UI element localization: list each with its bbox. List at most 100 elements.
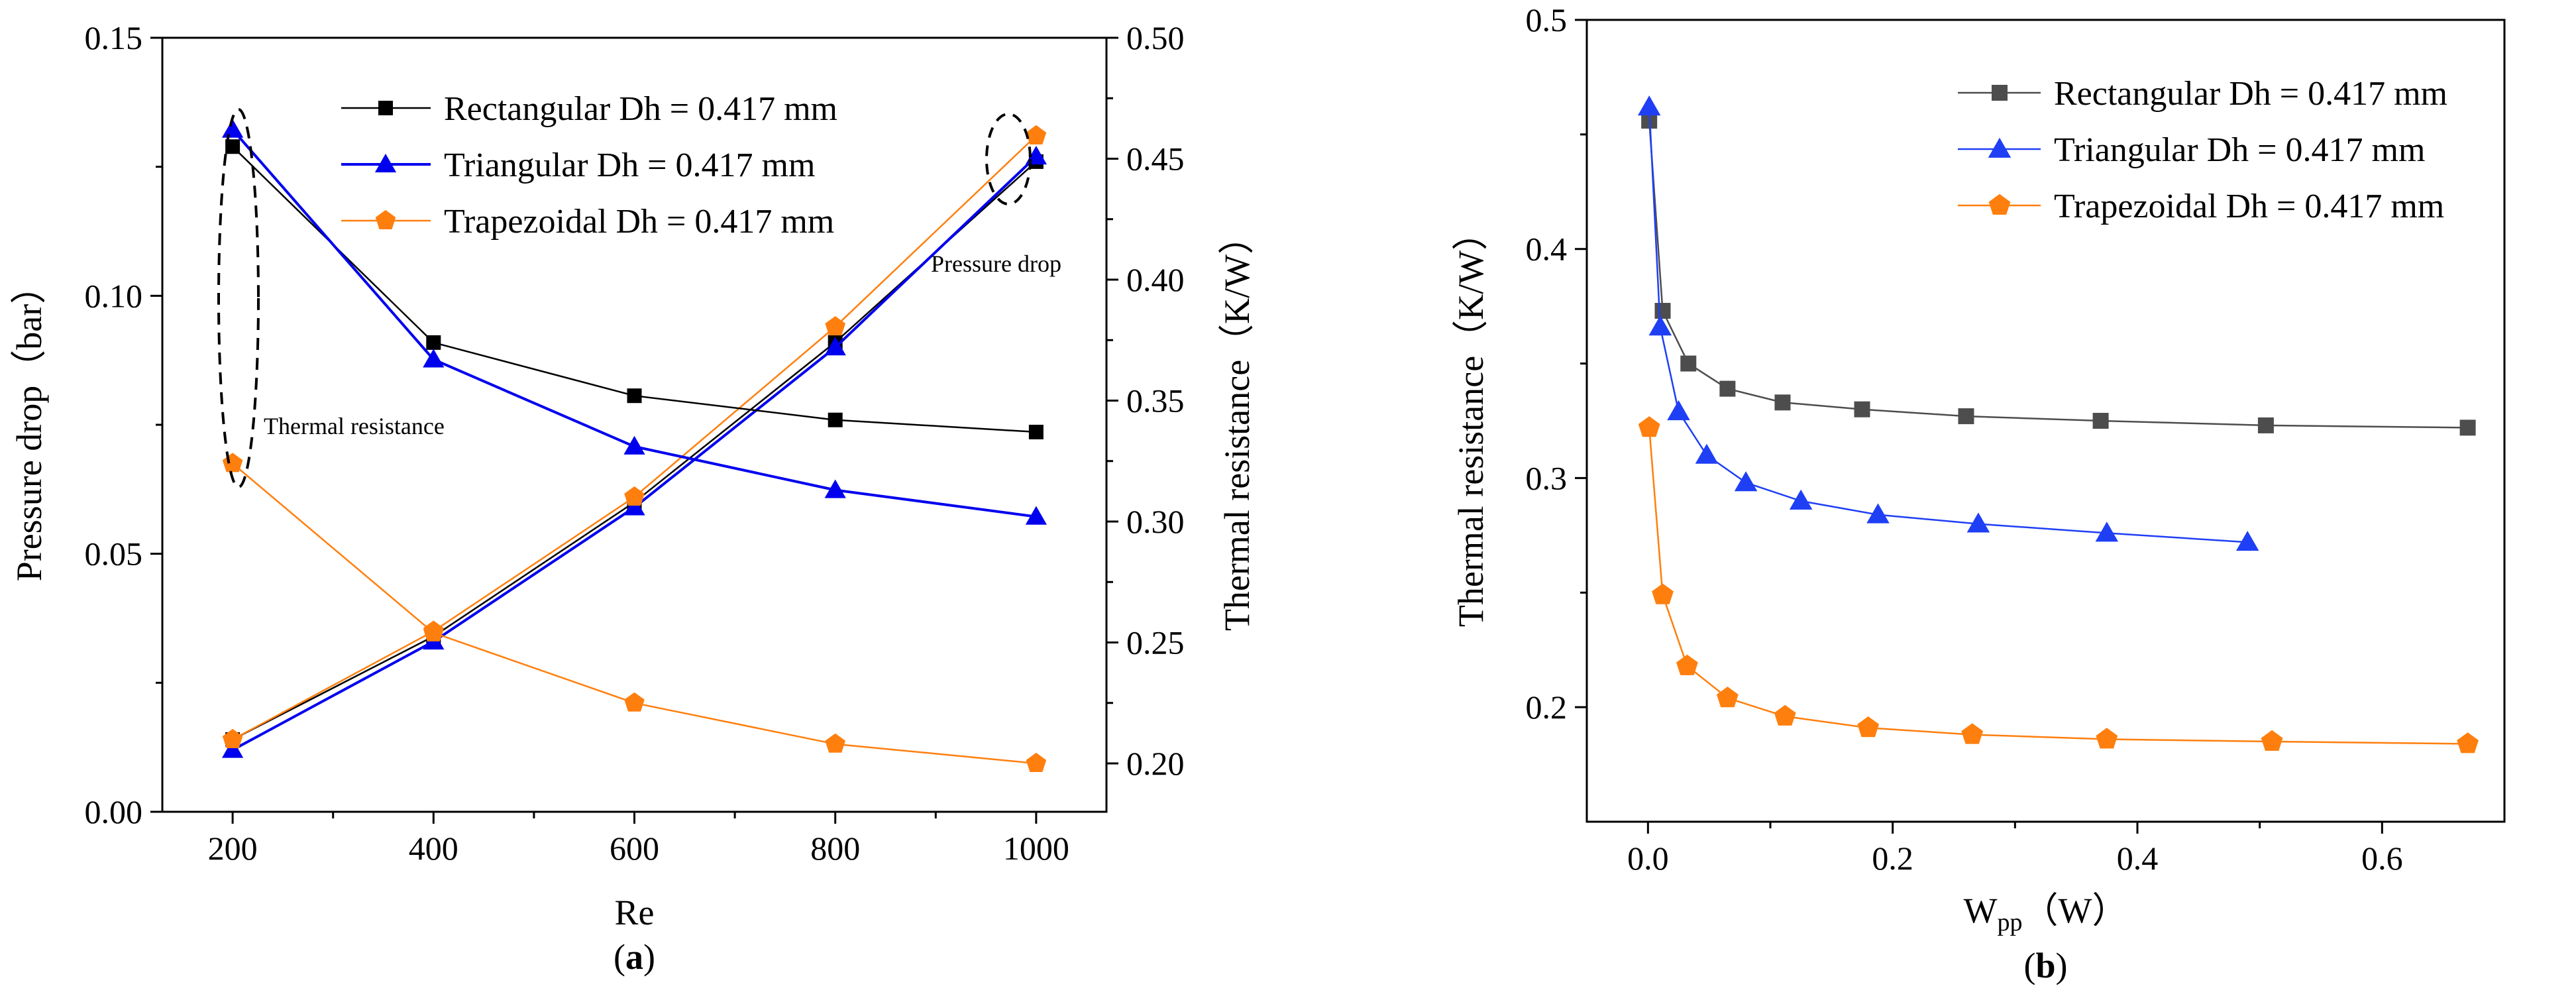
data-point [1961,723,1984,744]
data-point [1717,687,1739,708]
data-point [1719,380,1736,397]
data-point [828,412,843,427]
y-right-tick-label: 0.50 [1126,19,1185,56]
y-left-tick-label: 0.00 [85,793,143,830]
data-point [1026,125,1047,144]
panel-letter: b [2035,946,2055,985]
legend: Rectangular Dh = 0.417 mm Triangular Dh =… [1958,75,2447,225]
data-point [1789,489,1813,510]
data-point [1025,506,1047,525]
chart-a: 200 400 600 800 1000 0.00 0.05 0.10 0.15 0.20 0.25… [9,19,1257,977]
legend-entry: Triangular Dh = 0.417 mm [444,146,815,184]
legend-marker [1988,194,2011,215]
data-point [624,692,645,712]
data-point [1637,95,1661,116]
panel-label: (a) [614,937,655,977]
legend-entry: Triangular Dh = 0.417 mm [2054,131,2425,169]
y-left-tick-label: 0.10 [85,277,143,314]
y-axis-label: Thermal resistance（K/W） [1451,215,1491,627]
data-point [623,496,645,516]
y-right-axis-label: Thermal resistance（K/W） [1217,219,1257,631]
data-point [1857,716,1880,738]
series-line-4 [231,129,1037,518]
y-right-tick-label: 0.45 [1126,140,1185,178]
x-tick-label: 400 [409,830,458,867]
thermal-resistance-ellipse [217,108,260,488]
data-point [2257,417,2274,433]
data-point [222,739,244,758]
plot-frame [1585,19,2506,823]
x-tick-label: 0.6 [2361,840,2403,877]
panel-paren-open: ( [614,937,625,977]
legend-entry: Trapezoidal Dh = 0.417 mm [444,203,834,241]
x-axis-label: Wpp（W） [1964,891,2128,936]
legend-entry: Rectangular Dh = 0.417 mm [2054,75,2447,113]
legend: Rectangular Dh = 0.417 mm Triangular Dh =… [341,90,837,241]
x-label-unit: （W） [2023,891,2128,930]
y-tick-label: 0.5 [1526,1,1568,38]
data-point [1026,752,1047,772]
data-point [1028,424,1044,439]
data-point [225,139,241,154]
y-left-tick-label: 0.15 [85,19,143,56]
data-point [2235,530,2259,551]
data-point [1866,503,1890,524]
y-left-axis-label: Pressure drop（bar） [9,268,49,581]
y-right-tick-label: 0.30 [1126,503,1185,540]
data-point [1648,315,1672,336]
x-label-subscript: pp [1998,909,2023,936]
x-tick-label: 0.0 [1627,840,1669,877]
legend-marker [378,101,393,115]
data-point [1695,443,1719,464]
chart-b: 0.0 0.2 0.4 0.6 0.2 0.3 0.4 0.5 Wpp（W） Thermal re… [1451,1,2506,985]
data-point [2095,522,2119,542]
data-point [1958,408,1974,425]
panel-paren-close: ) [2056,946,2068,985]
data-point [1854,401,1870,417]
y-right-tick-label: 0.35 [1126,382,1185,419]
legend-marker [1992,85,2008,101]
panel-letter: a [625,937,643,977]
x-tick-label: 0.2 [1872,840,1913,877]
data-point [824,479,846,498]
legend-entry: Rectangular Dh = 0.417 mm [444,90,837,128]
panel-paren-close: ) [643,937,655,977]
data-point [1734,471,1758,492]
data-point [1774,704,1796,726]
data-point [825,733,845,753]
x-tick-label: 200 [208,830,258,867]
data-point [423,349,445,368]
legend-marker [1988,137,2012,158]
data-point [623,435,645,455]
data-point [627,388,642,404]
y-right-tick-label: 0.20 [1126,745,1185,782]
panel-paren-open: ( [2023,946,2035,985]
data-point [1774,394,1791,411]
x-tick-label: 0.4 [2117,840,2159,877]
series-line-0 [1648,121,2468,429]
data-point [2457,732,2479,753]
y-tick-label: 0.4 [1526,231,1568,268]
data-point [2459,419,2476,436]
data-point [825,316,845,336]
x-axis-label: Re [615,893,655,932]
y-right-tick-label: 0.40 [1126,261,1185,298]
data-point [1676,654,1698,675]
data-point [824,337,846,356]
y-left-tick-label: 0.05 [85,535,143,573]
x-tick-label: 600 [610,830,659,867]
data-point [1654,303,1671,319]
series-line-1 [1648,107,2248,543]
data-point [2092,413,2109,429]
x-tick-label: 800 [810,830,860,867]
legend-entry: Trapezoidal Dh = 0.417 mm [2054,188,2444,225]
y-tick-label: 0.3 [1526,459,1568,496]
data-point [1966,512,1990,533]
x-label-main: W [1964,891,1998,930]
data-point [624,486,645,506]
data-point [2096,728,2118,749]
data-point [222,728,243,748]
data-point [222,119,244,138]
annotation-pressure-drop: Pressure drop [931,250,1061,277]
